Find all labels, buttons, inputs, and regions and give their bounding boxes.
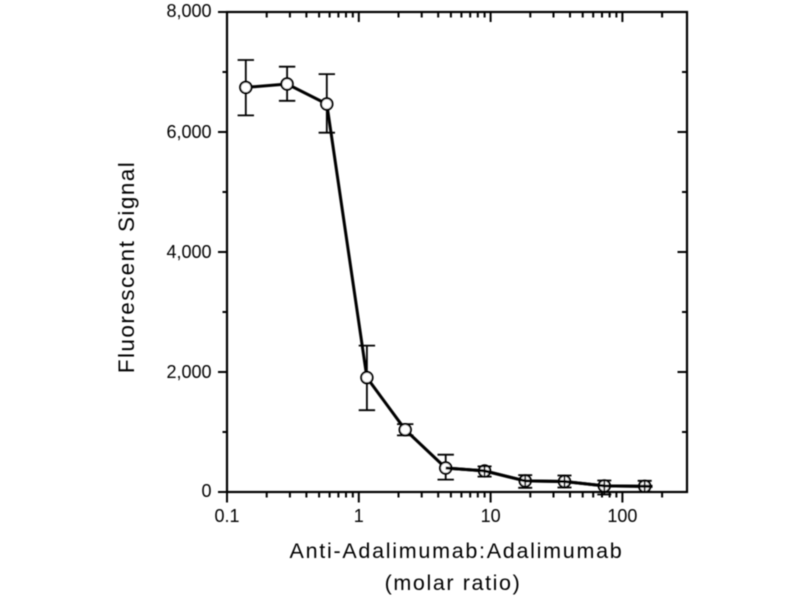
svg-text:2,000: 2,000 (166, 362, 211, 382)
svg-text:6,000: 6,000 (166, 122, 211, 142)
svg-text:Anti-Adalimumab:Adalimumab: Anti-Adalimumab:Adalimumab (290, 539, 624, 563)
svg-text:10: 10 (481, 506, 501, 526)
svg-text:0: 0 (201, 481, 211, 501)
svg-text:8,000: 8,000 (166, 1, 211, 21)
svg-text:0.1: 0.1 (214, 506, 239, 526)
svg-text:100: 100 (607, 506, 637, 526)
svg-text:Fluorescent Signal: Fluorescent Signal (114, 161, 139, 373)
svg-text:(molar ratio): (molar ratio) (385, 571, 522, 595)
svg-text:1: 1 (354, 506, 364, 526)
svg-text:4,000: 4,000 (166, 242, 211, 262)
